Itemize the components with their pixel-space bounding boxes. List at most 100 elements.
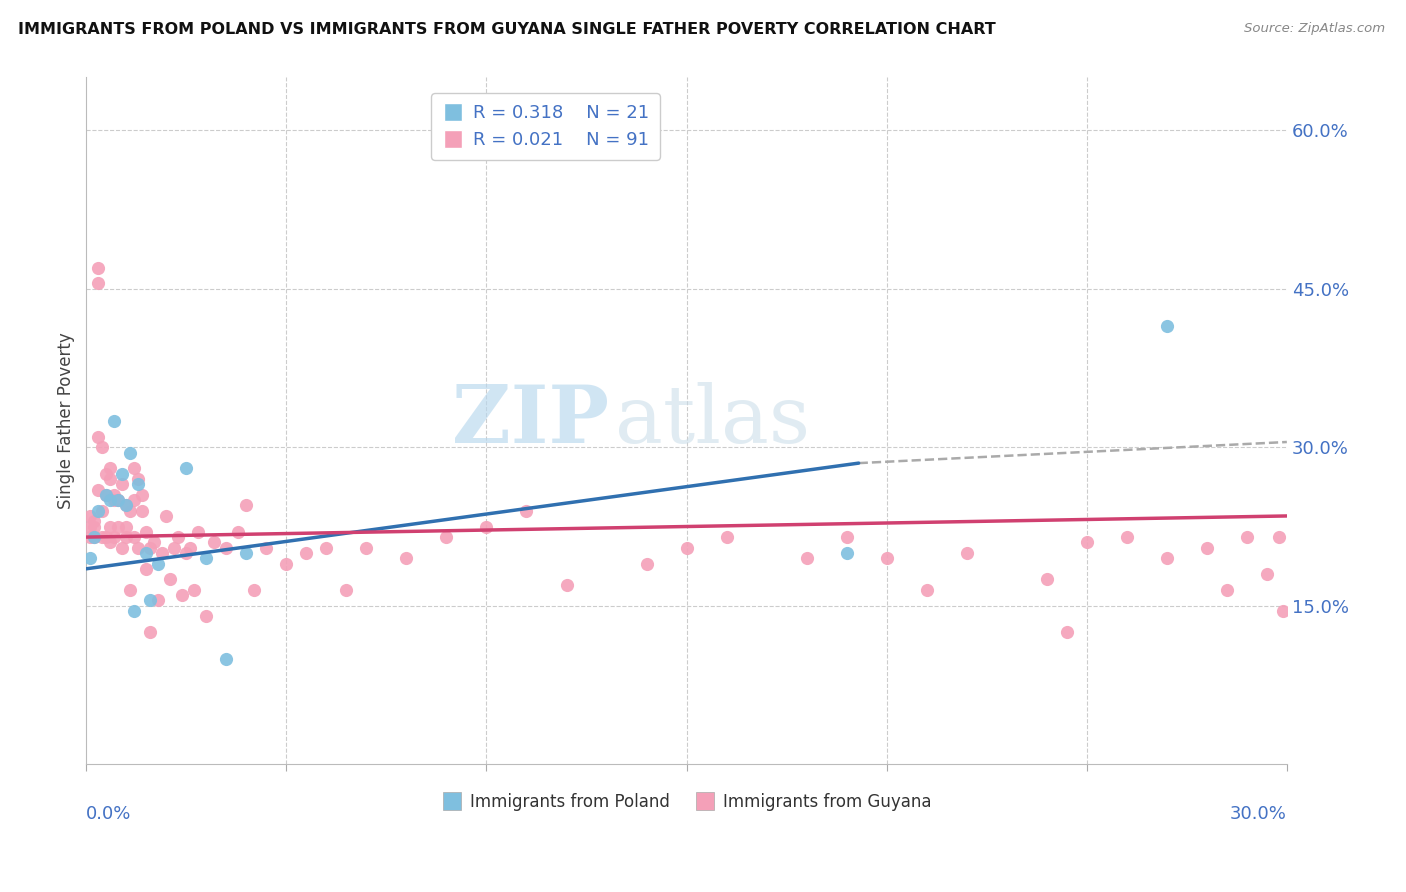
Point	[91, 530, 114, 544]
Point	[87, 504, 110, 518]
Point	[87, 260, 110, 275]
Point	[120, 445, 142, 459]
Point	[83, 519, 105, 533]
Text: 0.0%: 0.0%	[86, 805, 132, 823]
Point	[127, 541, 149, 555]
Text: atlas: atlas	[614, 382, 810, 460]
Point	[1216, 582, 1239, 597]
Point	[675, 541, 697, 555]
Point	[131, 488, 153, 502]
Point	[179, 541, 201, 555]
Point	[79, 551, 101, 566]
Point	[335, 582, 357, 597]
Point	[103, 488, 125, 502]
Point	[98, 535, 121, 549]
Point	[83, 530, 105, 544]
Point	[202, 535, 225, 549]
Point	[1156, 551, 1178, 566]
Point	[1076, 535, 1098, 549]
Point	[107, 519, 129, 533]
Point	[555, 577, 578, 591]
Point	[235, 499, 257, 513]
Point	[1056, 625, 1078, 640]
Point	[139, 541, 162, 555]
Point	[315, 541, 337, 555]
Point	[176, 461, 198, 475]
Point	[124, 493, 146, 508]
Y-axis label: Single Father Poverty: Single Father Poverty	[58, 333, 75, 509]
Point	[98, 493, 121, 508]
Text: ZIP: ZIP	[451, 382, 609, 460]
Point	[956, 546, 979, 560]
Point	[79, 519, 101, 533]
Point	[356, 541, 378, 555]
Point	[115, 519, 138, 533]
Text: IMMIGRANTS FROM POLAND VS IMMIGRANTS FROM GUYANA SINGLE FATHER POVERTY CORRELATI: IMMIGRANTS FROM POLAND VS IMMIGRANTS FRO…	[18, 22, 995, 37]
Point	[215, 541, 238, 555]
Point	[835, 530, 858, 544]
Point	[195, 551, 218, 566]
Point	[172, 588, 194, 602]
Point	[228, 524, 250, 539]
Point	[176, 546, 198, 560]
Legend: Immigrants from Poland, Immigrants from Guyana: Immigrants from Poland, Immigrants from …	[434, 787, 938, 818]
Point	[91, 440, 114, 454]
Point	[107, 493, 129, 508]
Point	[796, 551, 818, 566]
Point	[120, 504, 142, 518]
Point	[876, 551, 898, 566]
Point	[83, 514, 105, 528]
Point	[91, 504, 114, 518]
Point	[1271, 604, 1294, 618]
Point	[155, 508, 177, 523]
Point	[515, 504, 537, 518]
Point	[915, 582, 938, 597]
Point	[127, 477, 149, 491]
Point	[124, 604, 146, 618]
Point	[96, 530, 118, 544]
Point	[115, 499, 138, 513]
Point	[135, 562, 157, 576]
Point	[124, 461, 146, 475]
Point	[167, 530, 190, 544]
Point	[1268, 530, 1291, 544]
Point	[107, 493, 129, 508]
Point	[235, 546, 257, 560]
Point	[87, 277, 110, 291]
Point	[183, 582, 205, 597]
Point	[139, 593, 162, 607]
Point	[1156, 318, 1178, 333]
Point	[143, 535, 166, 549]
Point	[636, 557, 658, 571]
Point	[127, 472, 149, 486]
Point	[1035, 572, 1057, 586]
Point	[131, 504, 153, 518]
Point	[98, 461, 121, 475]
Point	[111, 541, 134, 555]
Point	[103, 414, 125, 428]
Point	[87, 430, 110, 444]
Point	[215, 651, 238, 665]
Point	[295, 546, 318, 560]
Point	[139, 625, 162, 640]
Point	[124, 530, 146, 544]
Point	[1195, 541, 1218, 555]
Point	[103, 530, 125, 544]
Point	[115, 530, 138, 544]
Point	[87, 483, 110, 497]
Point	[475, 519, 498, 533]
Point	[98, 472, 121, 486]
Point	[96, 488, 118, 502]
Point	[159, 572, 181, 586]
Point	[111, 467, 134, 481]
Point	[716, 530, 738, 544]
Point	[1256, 567, 1278, 582]
Point	[96, 467, 118, 481]
Point	[195, 609, 218, 624]
Point	[103, 493, 125, 508]
Point	[79, 508, 101, 523]
Point	[1236, 530, 1258, 544]
Point	[135, 546, 157, 560]
Text: Source: ZipAtlas.com: Source: ZipAtlas.com	[1244, 22, 1385, 36]
Point	[187, 524, 209, 539]
